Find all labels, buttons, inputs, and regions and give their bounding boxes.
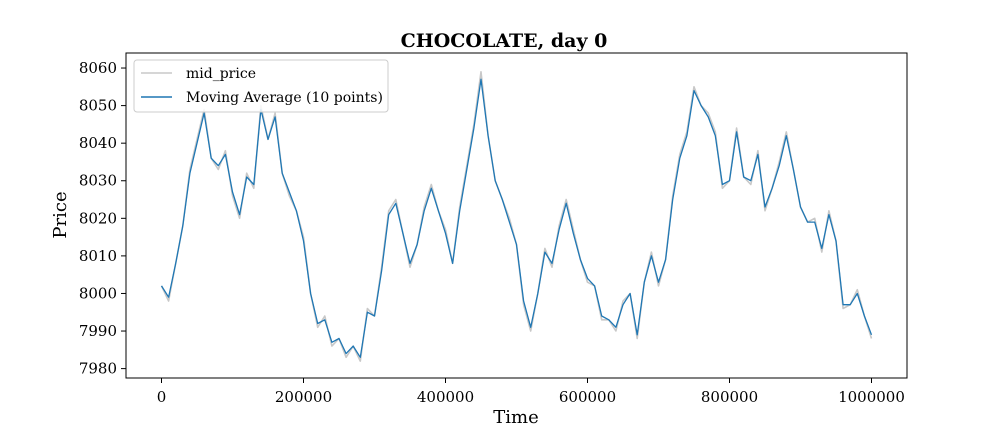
y-tick-label: 8020 [79,209,117,227]
plot-area [125,52,908,379]
y-tick-label: 8010 [79,247,117,265]
x-tick-label: 800000 [701,388,758,406]
legend-box [133,59,389,113]
y-tick-label: 8040 [79,134,117,152]
series-layer [160,71,873,362]
y-tick-label: 8060 [79,59,117,77]
x-tick-label: 0 [157,388,167,406]
y-tick-label: 8030 [79,172,117,190]
series-line-moving-average [160,78,873,358]
x-tick-label: 400000 [417,388,474,406]
y-tick-label: 8050 [79,97,117,115]
y-axis: 7980 7990 8000 8010 8020 8030 8040 8050 8060 [79,59,126,378]
legend: mid_price Moving Average (10 points) [133,59,389,113]
legend-label-mid-price: mid_price [186,66,256,82]
x-tick-label: 200000 [275,388,332,406]
legend-label-moving-average: Moving Average (10 points) [186,90,383,106]
x-axis: 0 200000 400000 600000 800000 1000000 [157,378,905,406]
y-tick-label: 7990 [79,322,117,340]
y-tick-label: 7980 [79,360,117,378]
y-axis-label: Price [50,191,71,238]
x-tick-label: 1000000 [838,388,905,406]
x-axis-label: Time [493,407,538,428]
x-tick-label: 600000 [559,388,616,406]
chart-title: CHOCOLATE, day 0 [401,30,608,52]
plot-frame [125,52,908,379]
y-tick-label: 8000 [79,284,117,302]
